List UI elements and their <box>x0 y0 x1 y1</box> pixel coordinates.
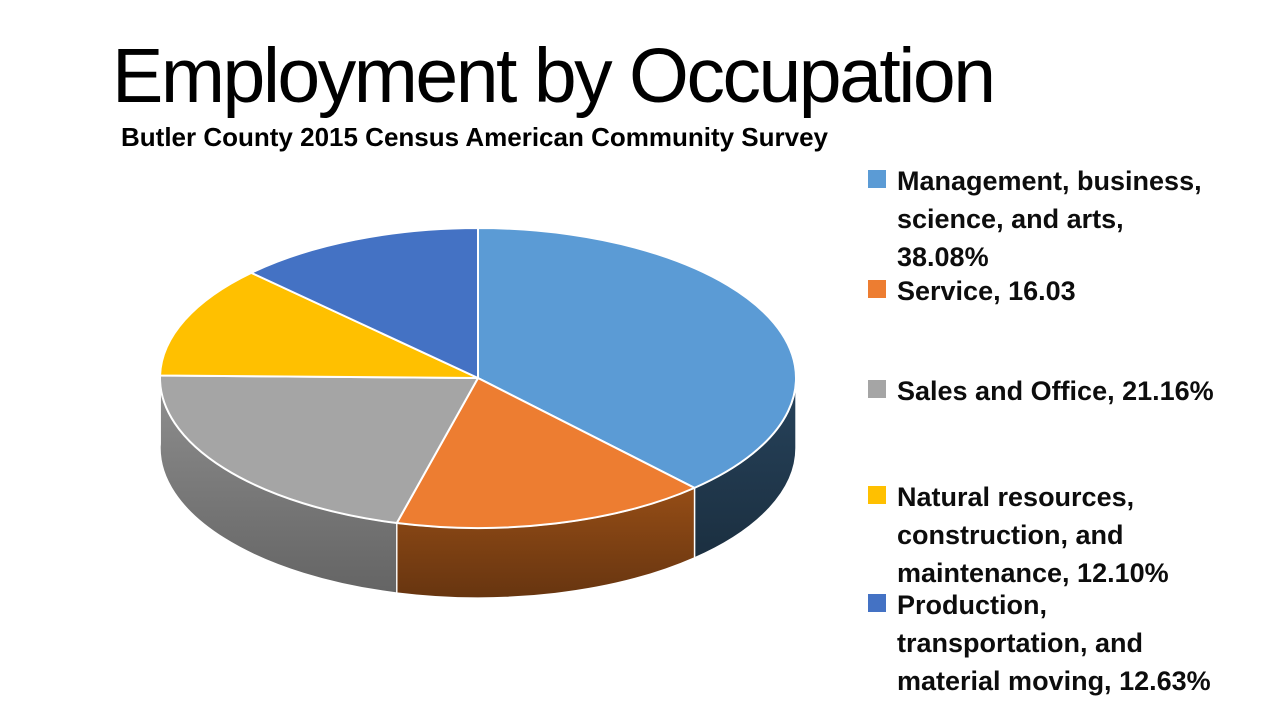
legend-item-sales-office[interactable]: Sales and Office, 21.16% <box>868 372 1233 410</box>
legend-label: Service, 16.03 <box>897 276 1076 306</box>
legend-swatch-management-icon <box>868 170 886 188</box>
legend-label: Production, transportation, and material… <box>897 590 1211 696</box>
pie-top-slices <box>159 227 797 529</box>
slide-subtitle: Butler County 2015 Census American Commu… <box>121 122 829 152</box>
pie-slice-3[interactable] <box>159 271 479 379</box>
pie-slice-1[interactable] <box>395 377 696 529</box>
legend-swatch-natural-resources-icon <box>868 486 886 504</box>
legend-label: Management, business, science, and arts,… <box>897 166 1202 272</box>
pie-slice-4[interactable] <box>250 227 479 379</box>
legend-swatch-production-icon <box>868 594 886 612</box>
legend-swatch-sales-office-icon <box>868 380 886 398</box>
slide-title: Employment by Occupation <box>112 33 996 119</box>
pie-slice-2[interactable] <box>159 374 479 525</box>
chart-legend: Management, business, science, and arts,… <box>868 0 1236 720</box>
legend-item-management[interactable]: Management, business, science, and arts,… <box>868 162 1233 276</box>
legend-item-service[interactable]: Service, 16.03 <box>868 272 1233 310</box>
legend-item-production[interactable]: Production, transportation, and material… <box>868 586 1233 700</box>
legend-item-natural-resources[interactable]: Natural resources, construction, and mai… <box>868 478 1233 592</box>
legend-label: Natural resources, construction, and mai… <box>897 482 1169 588</box>
legend-label: Sales and Office, 21.16% <box>897 376 1214 406</box>
pie-slice-0[interactable] <box>477 227 797 489</box>
legend-swatch-service-icon <box>868 280 886 298</box>
